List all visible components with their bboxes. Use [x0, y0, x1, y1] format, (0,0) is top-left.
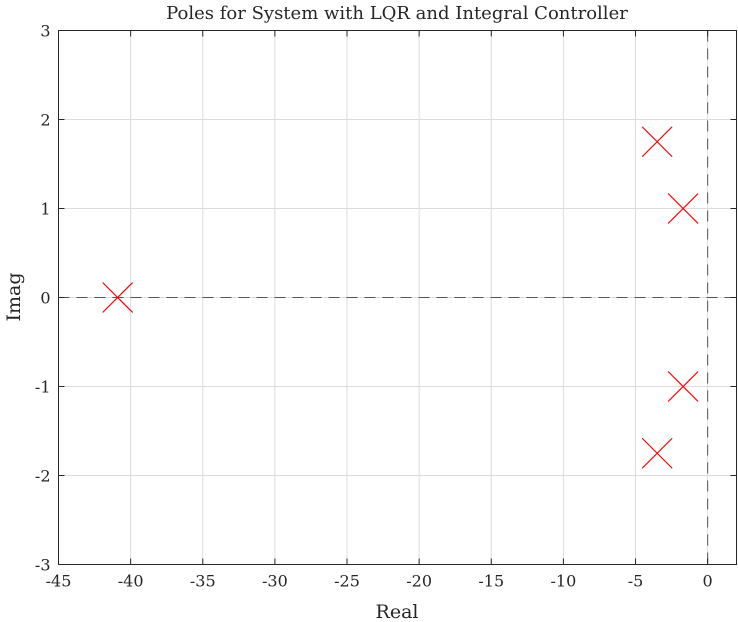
x-tick-label: -45	[46, 572, 72, 591]
pole-marker-stroke	[641, 437, 673, 469]
x-tick-label: -20	[406, 572, 432, 591]
x-tick-label: -35	[190, 572, 216, 591]
pole-marker	[667, 371, 699, 402]
pole-marker	[667, 193, 699, 224]
pole-markers	[102, 126, 699, 469]
reference-lines	[58, 30, 737, 565]
y-tick-label: -1	[35, 378, 51, 397]
pole-marker-stroke	[641, 126, 673, 158]
x-tick-label: -40	[118, 572, 144, 591]
y-tick-label: 3	[40, 22, 50, 41]
x-tick-label: 0	[703, 572, 713, 591]
y-tick-label: -2	[35, 467, 51, 486]
y-tick-label: 1	[40, 200, 50, 219]
x-tick-label: -15	[478, 572, 504, 591]
y-tick-label: 2	[40, 111, 50, 130]
pole-marker-stroke	[667, 371, 699, 402]
x-tick-label: -10	[551, 572, 577, 591]
x-tick-label: -30	[262, 572, 288, 591]
y-tick-labels: -3 -2 -1 0 1 2 3	[35, 22, 51, 575]
chart-title: Poles for System with LQR and Integral C…	[166, 3, 628, 24]
y-tick-label: -3	[35, 556, 51, 575]
y-tick-label: 0	[40, 289, 50, 308]
pole-marker	[641, 126, 673, 158]
y-axis-label: Imag	[3, 272, 25, 321]
axis-ticks	[58, 30, 737, 565]
x-tick-label: -25	[334, 572, 360, 591]
x-tick-labels: -45 -40 -35 -30 -25 -20 -15 -10 -5 0	[46, 572, 713, 591]
pole-marker	[641, 437, 673, 469]
x-axis-label: Real	[376, 601, 419, 622]
pole-marker-stroke	[667, 193, 699, 224]
pole-marker	[102, 282, 134, 313]
x-tick-label: -5	[628, 572, 644, 591]
pole-marker-stroke	[102, 282, 134, 313]
